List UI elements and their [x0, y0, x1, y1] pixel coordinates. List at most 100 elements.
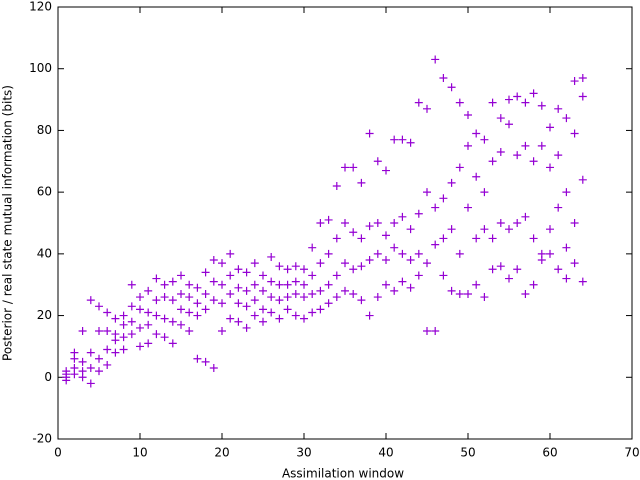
- point: [439, 271, 448, 280]
- point: [398, 249, 407, 258]
- point: [505, 120, 513, 129]
- point: [521, 98, 530, 107]
- x-tick-label: 60: [542, 446, 557, 460]
- point: [554, 151, 563, 160]
- point: [398, 135, 407, 144]
- point: [242, 302, 251, 311]
- point: [267, 293, 276, 302]
- point: [291, 262, 300, 271]
- point: [185, 293, 194, 302]
- point: [111, 348, 120, 357]
- point: [136, 323, 144, 332]
- y-tick-label: 80: [37, 123, 52, 137]
- point: [480, 225, 489, 234]
- point: [439, 234, 448, 243]
- point: [537, 101, 546, 110]
- point: [185, 280, 194, 289]
- point: [464, 289, 472, 298]
- point: [136, 293, 144, 302]
- point: [95, 302, 103, 311]
- x-tick-label: 20: [214, 446, 229, 460]
- point: [250, 311, 259, 320]
- point: [570, 129, 579, 138]
- point: [152, 296, 161, 305]
- point: [406, 283, 415, 292]
- point: [578, 92, 587, 101]
- point: [144, 320, 153, 329]
- point: [546, 123, 554, 132]
- point: [144, 286, 153, 295]
- point: [259, 317, 267, 326]
- point: [332, 181, 341, 190]
- point: [209, 256, 218, 265]
- point: [357, 296, 366, 305]
- point: [398, 212, 407, 221]
- point: [283, 293, 292, 302]
- point: [431, 327, 440, 335]
- point: [341, 259, 349, 268]
- point: [562, 274, 571, 283]
- point: [349, 289, 358, 298]
- point: [357, 234, 366, 243]
- point: [201, 289, 210, 298]
- x-tick-label: 70: [624, 446, 639, 460]
- point: [95, 354, 103, 363]
- point: [160, 293, 169, 302]
- point: [365, 222, 374, 231]
- point: [250, 280, 259, 289]
- point: [406, 138, 415, 147]
- point: [250, 259, 259, 268]
- point: [242, 323, 251, 332]
- point: [308, 308, 317, 317]
- point: [570, 77, 579, 86]
- point: [578, 175, 587, 184]
- point: [300, 314, 308, 323]
- point: [95, 327, 103, 335]
- point: [480, 293, 489, 302]
- point: [488, 265, 497, 274]
- point: [275, 296, 284, 305]
- point: [177, 305, 185, 314]
- point: [226, 271, 235, 280]
- point: [185, 327, 194, 335]
- y-tick-label: 0: [44, 370, 52, 384]
- point: [209, 364, 218, 373]
- point: [562, 114, 571, 123]
- point: [513, 92, 522, 101]
- point: [546, 163, 554, 172]
- point: [414, 98, 423, 107]
- point: [455, 249, 464, 258]
- point: [505, 274, 513, 283]
- point: [546, 249, 554, 258]
- point: [505, 95, 513, 104]
- point: [218, 327, 226, 335]
- point: [455, 163, 464, 172]
- point: [570, 259, 579, 268]
- point: [86, 379, 95, 388]
- point: [103, 308, 112, 317]
- point: [259, 305, 267, 314]
- point: [464, 111, 472, 119]
- y-tick-label: 100: [29, 61, 52, 75]
- point: [390, 286, 399, 295]
- point: [480, 188, 489, 197]
- point: [86, 364, 95, 373]
- point: [209, 296, 218, 305]
- point: [291, 277, 300, 286]
- point: [447, 225, 456, 234]
- point: [423, 188, 431, 197]
- point: [365, 129, 374, 138]
- point: [554, 265, 563, 274]
- x-tick-label: 0: [54, 446, 62, 460]
- point: [521, 212, 530, 221]
- point: [537, 256, 546, 265]
- point: [488, 98, 497, 107]
- point: [349, 163, 358, 172]
- point: [496, 148, 505, 157]
- point: [234, 283, 243, 292]
- point: [488, 157, 497, 166]
- point: [521, 141, 530, 150]
- point: [390, 243, 399, 252]
- point: [177, 289, 185, 298]
- y-axis-label: Posterior / real state mutual informatio…: [1, 85, 15, 361]
